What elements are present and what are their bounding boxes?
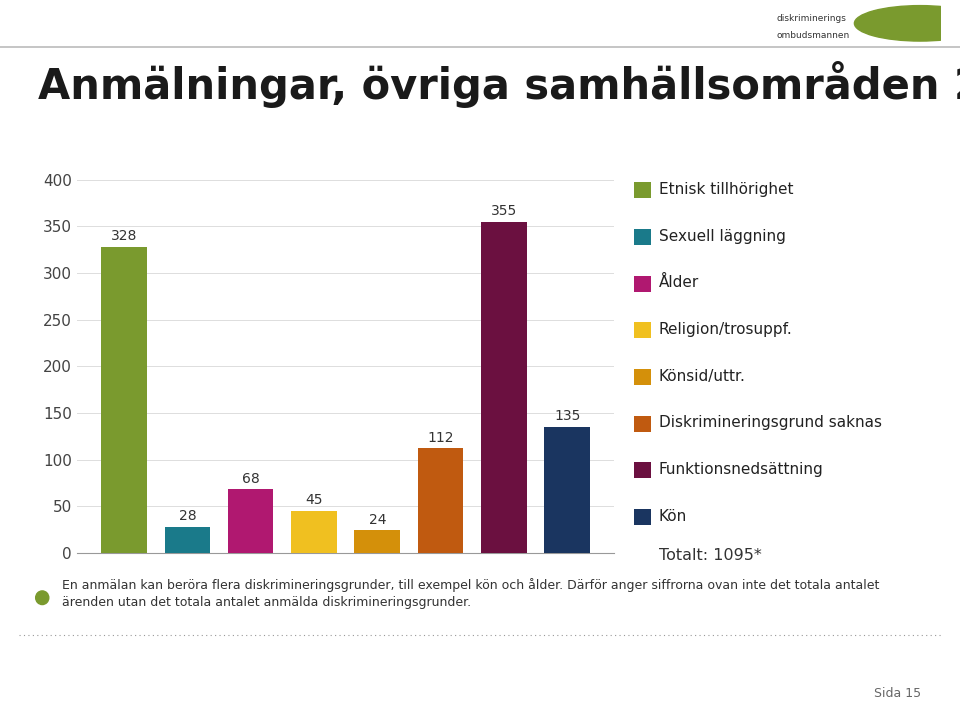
Text: En anmälan kan beröra flera diskrimineringsgrunder, till exempel kön och ålder. : En anmälan kan beröra flera diskrimineri…	[62, 578, 879, 609]
Text: 68: 68	[242, 472, 259, 485]
Text: Kön: Kön	[659, 509, 686, 523]
Bar	[228, 490, 274, 553]
Text: 328: 328	[110, 229, 137, 243]
Circle shape	[854, 6, 960, 41]
Bar	[418, 448, 464, 553]
Bar	[101, 247, 147, 553]
Bar	[354, 531, 400, 553]
Text: 28: 28	[179, 509, 196, 523]
Text: 355: 355	[491, 204, 517, 218]
Bar	[291, 511, 337, 553]
Text: Sexuell läggning: Sexuell läggning	[659, 229, 785, 243]
Text: Könsid/uttr.: Könsid/uttr.	[659, 369, 745, 383]
Text: 112: 112	[427, 431, 454, 444]
Bar	[164, 527, 210, 553]
Circle shape	[36, 591, 49, 605]
Text: 135: 135	[554, 409, 581, 423]
Text: Ålder: Ålder	[659, 276, 699, 290]
Text: Totalt: 1095*: Totalt: 1095*	[659, 548, 761, 563]
Text: Sida 15: Sida 15	[875, 687, 922, 700]
Text: 45: 45	[305, 493, 323, 507]
Text: ombudsmannen: ombudsmannen	[777, 30, 850, 39]
Text: Anmälningar, övriga samhällsområden 2011: Anmälningar, övriga samhällsområden 2011	[38, 61, 960, 108]
Text: 24: 24	[369, 513, 386, 527]
Text: diskriminerings: diskriminerings	[777, 14, 847, 23]
Bar	[544, 426, 590, 553]
Text: Religion/trosuppf.: Religion/trosuppf.	[659, 322, 792, 337]
Bar	[481, 221, 527, 553]
Text: Etnisk tillhörighet: Etnisk tillhörighet	[659, 182, 793, 197]
Text: Funktionsnedsättning: Funktionsnedsättning	[659, 462, 824, 477]
Text: Diskrimineringsgrund saknas: Diskrimineringsgrund saknas	[659, 416, 881, 430]
